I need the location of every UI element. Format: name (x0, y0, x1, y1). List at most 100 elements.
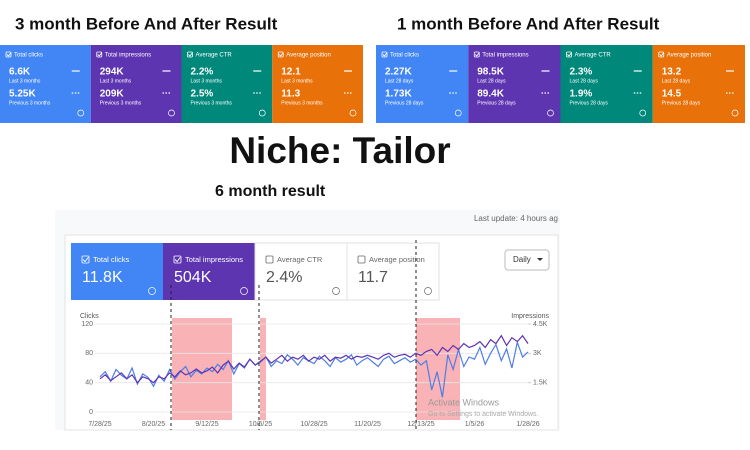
metric-value: 89.4K (477, 89, 504, 100)
x-tick-label: 1/28/26 (516, 421, 539, 428)
metric-period: Last 3 months (191, 78, 223, 84)
help-icon (349, 109, 357, 117)
checkbox (265, 255, 274, 264)
metric-card (254, 242, 348, 301)
y-tick-label: 0 (89, 409, 93, 416)
metric-label: Total impressions (482, 53, 528, 59)
check (474, 52, 480, 57)
metric-label: Average CTR (575, 53, 612, 59)
metric-value: 1.9% (570, 89, 593, 100)
metric-value: 1.73K (385, 89, 412, 100)
series-line (99, 334, 529, 384)
help-icon (454, 109, 462, 117)
check (659, 52, 664, 57)
x-tick-label: 12/13/25 (407, 421, 434, 428)
y-axis-label: Clicks (80, 313, 99, 320)
checkbox (277, 51, 284, 58)
checkbox (357, 255, 366, 264)
watermark-text: Go to Settings to activate Windows. (428, 411, 539, 418)
metric-label: Total clicks (14, 53, 43, 59)
metric-value: 2.3% (570, 67, 593, 78)
watermark-title: Activate Windows (428, 397, 500, 407)
metric-card (652, 45, 745, 123)
check (188, 52, 193, 57)
metric-label: Total impressions (185, 255, 243, 264)
series-line (99, 340, 529, 398)
help-icon (148, 287, 156, 295)
dropdown[interactable] (504, 249, 550, 271)
x-tick-label: 9/12/25 (195, 421, 218, 428)
help-icon (424, 287, 432, 295)
y-tick-label: 40 (85, 380, 93, 387)
checkbox (81, 255, 90, 264)
metric-period: Previous 28 days (662, 100, 701, 106)
metric-period: Previous 3 months (191, 100, 233, 106)
y2-tick-label: 3K (533, 350, 542, 357)
help-icon (332, 287, 340, 295)
check (567, 52, 572, 57)
metric-card (71, 243, 163, 300)
metric-card (90, 45, 182, 123)
metric-value: 2.5% (191, 89, 214, 100)
metric-label: Average position (286, 53, 331, 59)
checkbox (473, 51, 480, 58)
check (97, 52, 102, 57)
metric-period: Last 28 days (570, 78, 599, 84)
x-tick-label: 1/5/26 (465, 421, 485, 428)
metric-period: Previous 3 months (100, 100, 142, 106)
check (82, 257, 89, 263)
heading: 1 month Before And After Result (397, 14, 660, 33)
metric-card (468, 45, 561, 123)
y2-axis-label: Impressions (511, 313, 549, 320)
metric-label: Average CTR (196, 53, 233, 59)
checkbox (187, 51, 193, 58)
y2-tick-label: 4.5K (533, 321, 548, 328)
heading: 3 month Before And After Result (15, 14, 278, 33)
metric-value: 2.27K (385, 67, 412, 78)
help-icon (258, 109, 266, 117)
last-update: Last update: 4 hours ag (474, 214, 558, 223)
x-tick-label: 10/5/25 (249, 421, 272, 428)
x-tick-label: 8/20/25 (142, 421, 165, 428)
metric-period: Last 28 days (385, 78, 414, 84)
checkbox (96, 51, 103, 58)
metric-value: 294K (100, 67, 125, 78)
metric-value: 2.2% (191, 67, 214, 78)
bottom-cards: Total clicks 11.8K Total impressions 504K Av… (71, 242, 440, 301)
metric-label: Total impressions (105, 53, 151, 59)
niche-title: Niche: Tailor (229, 130, 450, 171)
x-tick-label: 11/20/25 (354, 421, 381, 428)
metric-card (346, 242, 440, 301)
metric-period: Last 3 months (9, 78, 41, 84)
checkbox (658, 51, 665, 58)
metric-label: Total clicks (390, 53, 419, 59)
metric-card (163, 243, 255, 300)
metric-period: Last 3 months (100, 78, 132, 84)
y2-tick-label: 1.5K (533, 380, 548, 387)
metric-value: 98.5K (477, 67, 504, 78)
metric-period: Previous 28 days (570, 100, 609, 106)
metric-value: 14.5 (662, 89, 682, 100)
checkbox (381, 51, 388, 58)
checkbox (173, 255, 182, 264)
dropdown-arrow (537, 258, 543, 261)
metric-value: 504K (174, 269, 212, 286)
metric-value: 12.1 (281, 67, 301, 78)
metric-value: 11.8K (82, 269, 123, 286)
metric-label: Total clicks (93, 255, 130, 264)
x-tick-label: 7/28/25 (88, 421, 111, 428)
metric-label: Average CTR (277, 255, 323, 264)
help-icon (547, 109, 554, 117)
metric-card (181, 45, 273, 123)
help-icon (240, 287, 248, 295)
metric-value: 11.3 (281, 89, 300, 100)
metric-value: 13.2 (662, 67, 682, 78)
metric-period: Last 28 days (477, 78, 506, 84)
metric-value: 6.6K (9, 67, 31, 78)
help-icon (639, 109, 647, 117)
metric-card (376, 45, 469, 123)
metric-period: Previous 28 days (477, 100, 516, 106)
heading: 6 month result (215, 183, 326, 200)
help-icon (731, 109, 739, 117)
